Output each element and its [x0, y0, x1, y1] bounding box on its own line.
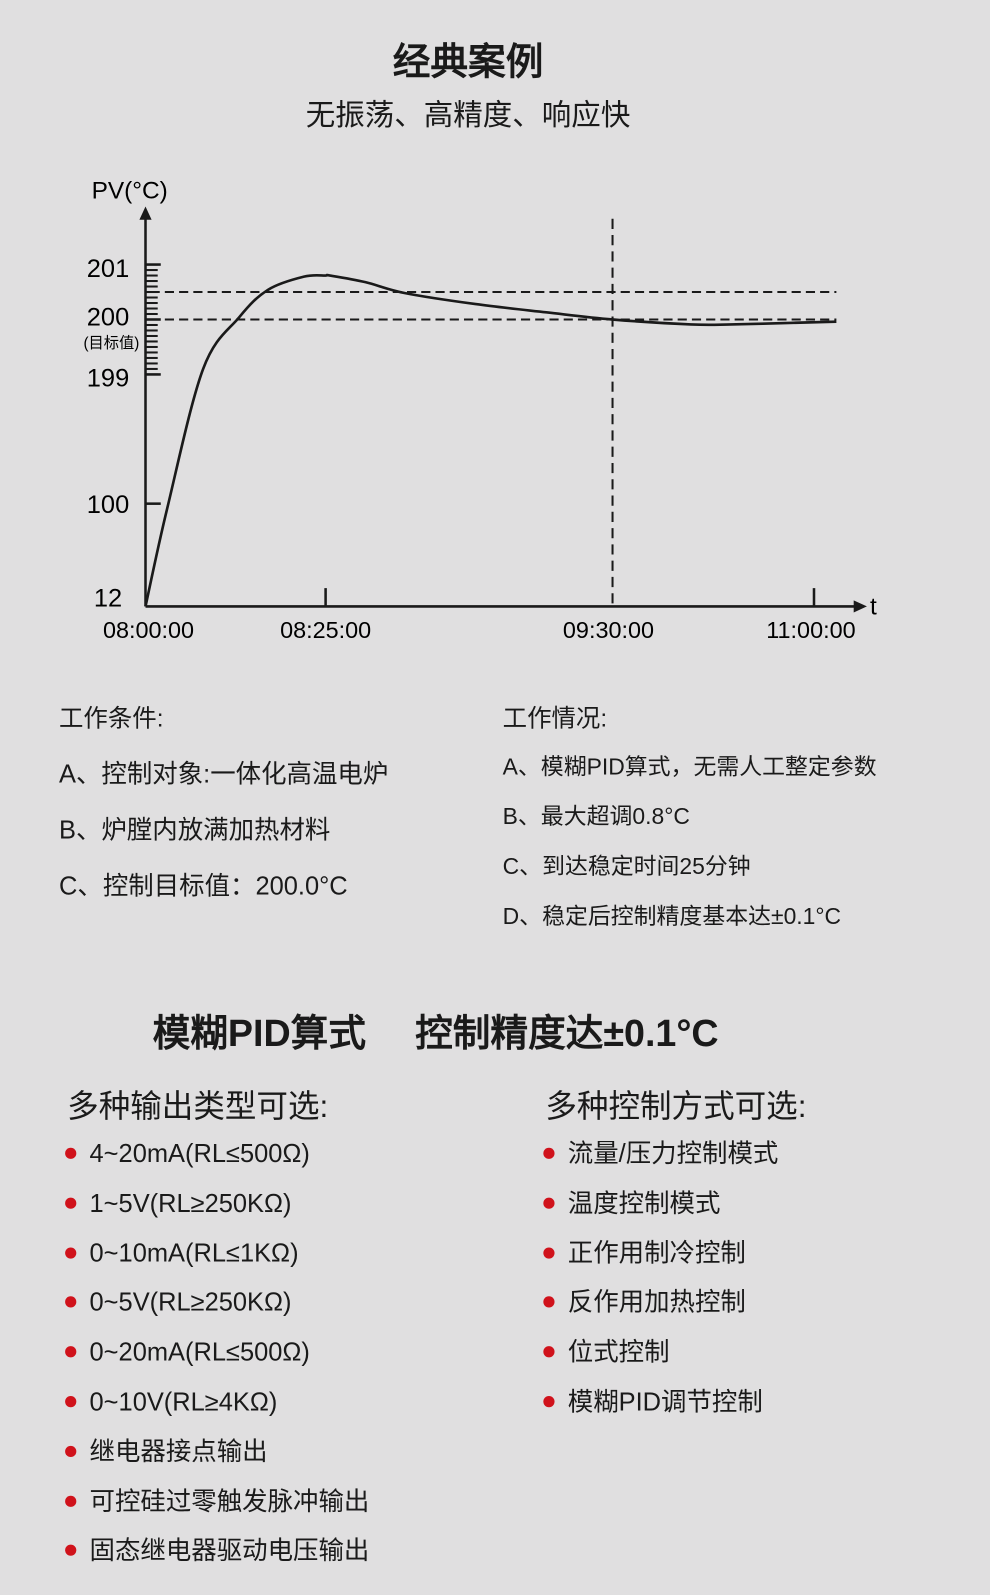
list-item: 4~20mA(RL≤500Ω)	[65, 1139, 369, 1189]
conditions-heading: 工作条件:	[59, 705, 164, 733]
bullet-icon	[543, 1296, 555, 1308]
list-item: 0~10V(RL≥4KΩ)	[65, 1387, 369, 1437]
y-tick-label: 200	[87, 304, 129, 332]
situation-item: B、最大超调0.8°C	[502, 803, 690, 830]
list-item: 模糊PID调节控制	[543, 1387, 778, 1437]
situation-heading: 工作情况:	[502, 705, 608, 733]
bullet-icon	[65, 1445, 77, 1457]
list-item-label: 4~20mA(RL≤500Ω)	[89, 1139, 310, 1169]
list-item: 0~10mA(RL≤1KΩ)	[65, 1238, 369, 1288]
bullet-icon	[65, 1197, 77, 1209]
situation-item: C、到达稳定时间25分钟	[502, 853, 751, 880]
list-item: 位式控制	[543, 1337, 778, 1387]
list-item-label: 温度控制模式	[567, 1189, 721, 1218]
bullet-icon	[65, 1346, 77, 1358]
list-item-label: 1~5V(RL≥250KΩ)	[89, 1189, 292, 1218]
outputs-heading: 多种输出类型可选:	[67, 1088, 329, 1125]
list-item: 反作用加热控制	[543, 1288, 778, 1338]
bullet-icon	[543, 1147, 555, 1159]
list-item: 1~5V(RL≥250KΩ)	[65, 1188, 369, 1238]
y-tick-label: 12	[94, 584, 122, 612]
bullet-icon	[65, 1395, 77, 1408]
x-axis-label: t	[870, 594, 877, 621]
list-item-label: 0~20mA(RL≤500Ω)	[89, 1338, 310, 1367]
feature-algorithm: 模糊PID算式	[152, 1012, 366, 1055]
outputs-list: 4~20mA(RL≤500Ω) 1~5V(RL≥250KΩ) 0~10mA(RL≤1…	[65, 1139, 369, 1586]
page-subtitle: 无振荡、高精度、响应快	[305, 99, 631, 133]
bullet-icon	[65, 1147, 77, 1159]
list-item-label: 反作用加热控制	[567, 1288, 746, 1318]
y-tick-label: 100	[87, 491, 129, 519]
list-item-label: 正作用制冷控制	[567, 1238, 746, 1268]
list-item: 流量/压力控制模式	[543, 1139, 778, 1189]
chart-ticks	[145, 263, 816, 607]
y-axis-label: PV(°C)	[92, 177, 168, 204]
bullet-icon	[543, 1395, 555, 1408]
pv-curve	[144, 273, 837, 607]
x-tick-label: 08:00:00	[103, 617, 194, 643]
condition-item: B、炉膛内放满加热材料	[59, 816, 331, 845]
list-item-label: 0~10V(RL≥4KΩ)	[89, 1387, 278, 1417]
list-item: 正作用制冷控制	[543, 1238, 778, 1288]
list-item-label: 继电器接点输出	[89, 1437, 268, 1466]
bullet-icon	[543, 1197, 555, 1209]
list-item: 0~20mA(RL≤500Ω)	[65, 1337, 369, 1387]
situation-item: D、稳定后控制精度基本达±0.1°C	[502, 903, 842, 929]
y-axis-arrow-icon	[139, 206, 152, 220]
list-item-label: 0~5V(RL≥250KΩ)	[89, 1288, 292, 1318]
list-item: 温度控制模式	[543, 1188, 778, 1238]
bullet-icon	[65, 1544, 77, 1557]
list-item: 固态继电器驱动电压输出	[65, 1536, 369, 1586]
reference-lines	[150, 218, 837, 607]
list-item-label: 0~10mA(RL≤1KΩ)	[89, 1238, 299, 1268]
controls-heading: 多种控制方式可选:	[545, 1088, 807, 1125]
page-title: 经典案例	[392, 40, 544, 83]
list-item: 继电器接点输出	[65, 1436, 369, 1486]
list-item-label: 可控硅过零触发脉冲输出	[89, 1487, 370, 1516]
controls-list: 流量/压力控制模式 温度控制模式 正作用制冷控制 反作用加热控制 位式控制模糊PID调节…	[543, 1139, 778, 1437]
list-item-label: 模糊PID调节控制	[567, 1387, 763, 1417]
bullet-icon	[65, 1296, 77, 1308]
bullet-icon	[65, 1247, 77, 1259]
condition-item: C、控制目标值：200.0°C	[59, 871, 348, 901]
feature-precision: 控制精度达±0.1°C	[415, 1012, 719, 1055]
list-item-label: 流量/压力控制模式	[567, 1139, 779, 1169]
x-tick-label: 08:25:00	[280, 617, 371, 643]
condition-item: A、控制对象:一体化高温电炉	[59, 760, 389, 789]
y-tick-label: 201	[87, 255, 129, 283]
x-tick-label: 11:00:00	[766, 617, 855, 643]
y-target-label: (目标值)	[83, 335, 139, 352]
situation-item: A、模糊PID算式，无需人工整定参数	[502, 753, 877, 780]
bullet-icon	[543, 1346, 555, 1358]
bullet-icon	[543, 1247, 555, 1259]
list-item-label: 位式控制	[567, 1338, 670, 1367]
bullet-icon	[65, 1495, 77, 1507]
pv-chart: PV(°C) t 201 200 (目标值) 199 100 12 08:00:…	[83, 177, 877, 643]
x-axis-arrow-icon	[853, 600, 867, 613]
list-item: 0~5V(RL≥250KΩ)	[65, 1288, 369, 1338]
chart-axes	[139, 206, 867, 613]
x-tick-label: 09:30:00	[563, 617, 654, 643]
list-item: 可控硅过零触发脉冲输出	[65, 1486, 369, 1536]
list-item-label: 固态继电器驱动电压输出	[89, 1536, 370, 1566]
y-tick-label: 199	[87, 365, 129, 393]
